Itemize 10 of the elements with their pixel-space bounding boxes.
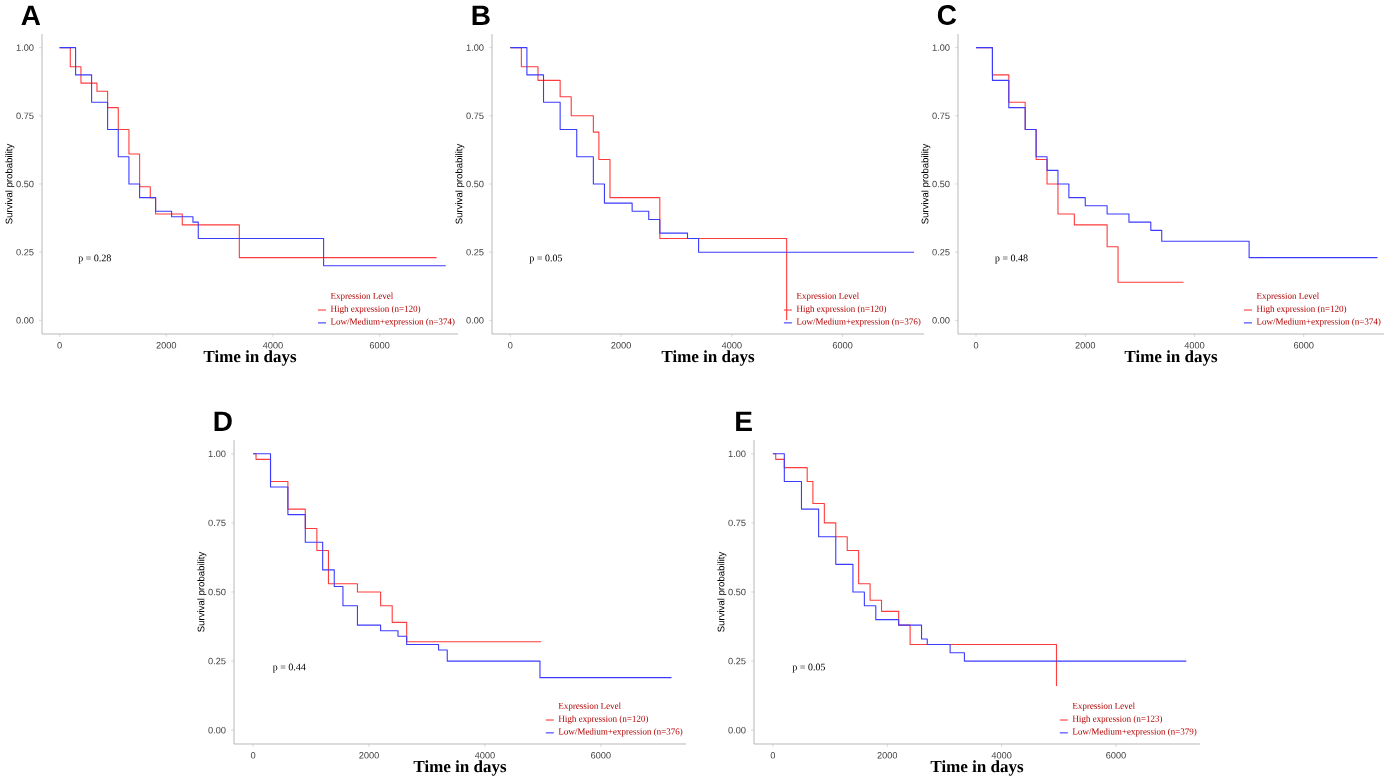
x-axis-title: Time in days <box>413 760 507 776</box>
x-axis-title: Time in days <box>930 760 1024 776</box>
x-axis-title: Time in days <box>661 350 755 366</box>
x-axis-title: Time in days <box>1124 350 1218 366</box>
chart-title: C <box>937 5 957 25</box>
chart-title: D <box>214 411 232 431</box>
chart-title: A <box>21 5 41 25</box>
chart-title: B <box>472 5 490 25</box>
x-axis-title: Time in days <box>203 350 297 366</box>
chart-title: E <box>736 411 752 431</box>
